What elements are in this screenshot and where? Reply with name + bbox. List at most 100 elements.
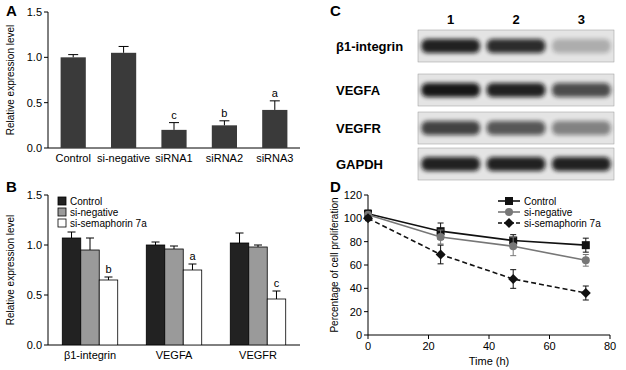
figure: A 0.0 0.5 1.0 1.5 Relative expression level Co…	[0, 0, 626, 370]
x-tick-label: 60	[543, 340, 555, 352]
blot-band	[421, 121, 480, 135]
bar	[262, 110, 287, 148]
y-tick-label: 1.5	[27, 6, 42, 18]
blot-band	[487, 83, 546, 97]
legend-marker	[505, 197, 513, 205]
annotation: c	[171, 109, 177, 121]
blot-strip	[418, 112, 614, 144]
legend-swatch	[58, 219, 66, 227]
lane-label: 3	[578, 12, 585, 27]
row-label: VEGFA	[336, 83, 381, 98]
y-tick-label: 0.0	[27, 339, 42, 351]
y-tick	[364, 265, 368, 266]
error-bar	[236, 233, 244, 243]
panel-label: C	[330, 2, 341, 19]
y-tick	[364, 241, 368, 242]
legend-marker	[504, 218, 514, 228]
x-axis-title: Time (h)	[469, 355, 510, 367]
lane-label: 2	[512, 12, 519, 27]
y-tick-label: 0.5	[27, 289, 42, 301]
error-bar	[170, 246, 178, 249]
x-tick	[610, 335, 611, 339]
row-label: β1-integrin	[336, 39, 403, 54]
y-tick-label: 0.0	[27, 142, 42, 154]
y-axis-title: Relative expression level	[5, 215, 16, 326]
panel-label: D	[330, 178, 341, 195]
legend-label: Control	[524, 196, 556, 207]
bar	[230, 243, 248, 345]
error-bar	[188, 264, 196, 270]
blot-strip	[418, 74, 614, 106]
row-label: GAPDH	[336, 157, 383, 172]
x-tick-label: 40	[483, 340, 495, 352]
series-line	[368, 218, 586, 293]
error-bar	[104, 277, 112, 280]
y-tick	[364, 195, 368, 196]
y-tick-label: 1.0	[27, 239, 42, 251]
bar	[62, 238, 80, 345]
y-axis	[48, 12, 49, 148]
y-axis-title: Relative expression level	[5, 25, 16, 136]
error-bar	[86, 238, 94, 250]
error-bar	[219, 121, 229, 126]
x-tick-label: VEGFA	[156, 349, 193, 361]
y-tick	[364, 311, 368, 312]
bar	[61, 57, 86, 148]
plot-marks	[61, 46, 288, 148]
row-label: VEGFR	[336, 121, 381, 136]
bar	[161, 130, 186, 148]
bar	[99, 280, 117, 345]
y-tick	[44, 12, 48, 13]
x-tick-label: β1-integrin	[64, 349, 116, 361]
annotation: c	[274, 277, 280, 289]
panel-label: B	[6, 178, 17, 195]
y-tick-label: 20	[350, 306, 362, 318]
blot-band	[421, 83, 480, 97]
y-tick-label: 0	[356, 329, 362, 341]
x-tick-label: 0	[365, 340, 371, 352]
y-tick-label: 60	[350, 259, 362, 271]
legend-label: si-negative	[524, 207, 573, 218]
blot-band	[487, 121, 546, 135]
y-tick	[364, 335, 368, 336]
legend-label: si-semaphorin 7a	[70, 218, 147, 229]
blot-band	[487, 157, 546, 171]
y-tick-label: 1.5	[27, 189, 42, 201]
x-tick	[489, 335, 490, 339]
point	[581, 288, 591, 298]
legend-swatch	[58, 197, 66, 205]
y-axis	[48, 195, 49, 345]
annotation: a	[189, 250, 196, 262]
legend-label: Control	[70, 196, 102, 207]
x-tick	[368, 335, 369, 339]
point	[437, 233, 445, 241]
error-bar	[152, 242, 160, 245]
error-bar	[583, 255, 589, 267]
bar	[249, 247, 267, 345]
y-tick-label: 1.0	[27, 51, 42, 63]
blot-strip	[418, 30, 614, 62]
point	[436, 250, 446, 260]
point	[508, 274, 518, 284]
legend-marker	[505, 208, 513, 216]
legend-label: si-semaphorin 7a	[524, 218, 601, 229]
error-bar	[119, 46, 129, 52]
y-tick	[364, 288, 368, 289]
y-tick-label: 40	[350, 282, 362, 294]
x-tick-label: siRNA2	[206, 152, 243, 164]
error-bar	[68, 55, 78, 58]
point	[509, 242, 517, 250]
x-tick	[428, 335, 429, 339]
x-tick-label: si-negative	[97, 152, 150, 164]
annotation: a	[272, 87, 279, 99]
point	[582, 256, 590, 264]
annotation: b	[221, 107, 227, 119]
bar	[212, 125, 237, 148]
annotation: b	[105, 263, 111, 275]
panel-label: A	[6, 2, 17, 19]
blot-band	[421, 157, 480, 171]
point	[363, 213, 373, 223]
x-tick-label: siRNA3	[256, 152, 293, 164]
y-tick	[44, 102, 48, 103]
bar	[183, 270, 201, 345]
